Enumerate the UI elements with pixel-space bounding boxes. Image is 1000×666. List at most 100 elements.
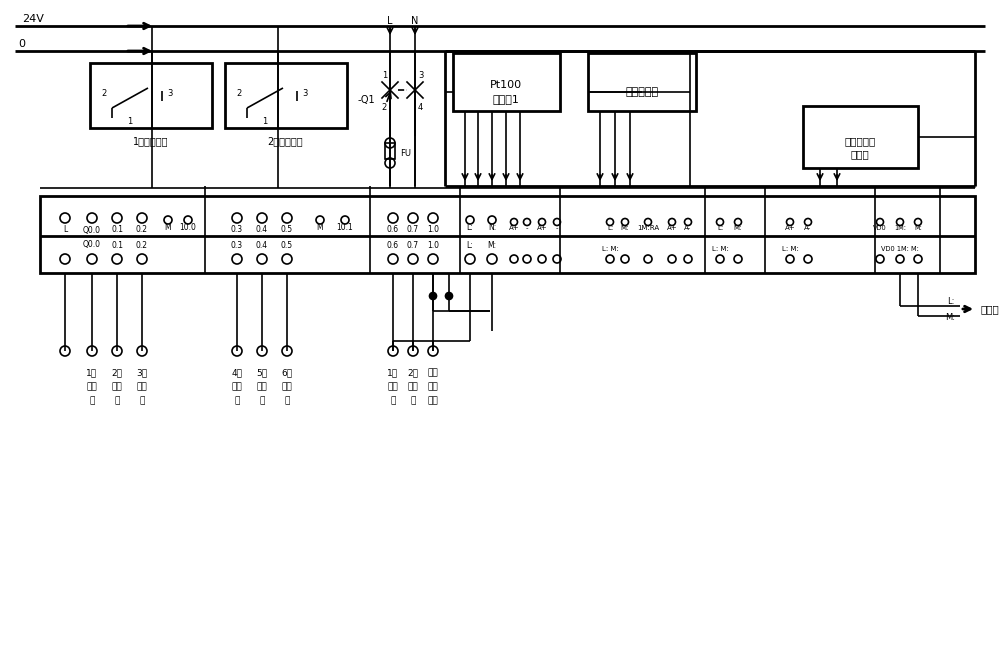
Text: 5号: 5号 <box>256 368 268 378</box>
Text: 2: 2 <box>382 103 387 113</box>
Text: 2号限位开关: 2号限位开关 <box>267 136 303 146</box>
Text: 阀: 阀 <box>114 396 120 406</box>
Text: 阀: 阀 <box>234 396 240 406</box>
Text: Pt100: Pt100 <box>490 80 522 90</box>
Text: 阀: 阀 <box>89 396 95 406</box>
Text: 1号: 1号 <box>387 368 399 378</box>
Text: 1: 1 <box>127 117 133 125</box>
Text: 0.1: 0.1 <box>111 226 123 234</box>
Text: 0.4: 0.4 <box>256 226 268 234</box>
Text: 气动: 气动 <box>282 382 292 392</box>
Text: 2号: 2号 <box>112 368 122 378</box>
Text: 0.6: 0.6 <box>387 240 399 250</box>
Text: FU: FU <box>400 149 411 157</box>
Text: M: M <box>165 224 171 232</box>
Text: 真空: 真空 <box>388 382 398 392</box>
Text: 0.6: 0.6 <box>387 226 399 234</box>
Bar <box>453 53 560 111</box>
Text: 变频器: 变频器 <box>981 304 999 314</box>
Text: 3: 3 <box>418 71 423 81</box>
Text: 传感器: 传感器 <box>851 149 869 159</box>
Text: L: L <box>387 16 393 26</box>
Text: -Q1: -Q1 <box>357 95 375 105</box>
Text: 1号: 1号 <box>86 368 98 378</box>
Text: M:: M: <box>487 240 497 250</box>
Text: 阀: 阀 <box>284 396 290 406</box>
Text: 1M:: 1M: <box>894 225 906 231</box>
Text: 3: 3 <box>302 89 307 99</box>
Text: 波振: 波振 <box>428 382 438 392</box>
Text: 1: 1 <box>382 71 387 81</box>
Text: L: L <box>63 226 67 234</box>
Text: VD0 1M: M:: VD0 1M: M: <box>881 246 919 252</box>
Text: 泵: 泵 <box>410 396 416 406</box>
Text: 泵: 泵 <box>390 396 396 406</box>
Text: L:: L: <box>717 225 723 231</box>
Text: 0.3: 0.3 <box>231 240 243 250</box>
Text: M:: M: <box>621 225 629 231</box>
Text: 10.0: 10.0 <box>180 224 196 232</box>
Text: M: M <box>317 224 323 232</box>
Text: 2号: 2号 <box>408 368 418 378</box>
Bar <box>803 106 918 168</box>
Text: 1M:RA: 1M:RA <box>637 225 659 231</box>
Text: 气动: 气动 <box>232 382 242 392</box>
Text: L:: L: <box>467 240 473 250</box>
Text: Q0.0: Q0.0 <box>83 226 101 234</box>
Text: 0.1: 0.1 <box>111 240 123 250</box>
Text: 24V: 24V <box>22 14 44 24</box>
Bar <box>588 53 696 111</box>
Text: 传感器1: 传感器1 <box>493 94 519 104</box>
Text: 气动: 气动 <box>137 382 147 392</box>
Text: 3: 3 <box>167 89 172 99</box>
Text: 1.0: 1.0 <box>427 226 439 234</box>
Text: 0.7: 0.7 <box>407 240 419 250</box>
Bar <box>385 143 395 159</box>
Circle shape <box>446 292 452 300</box>
Text: A+: A+ <box>537 225 547 231</box>
Text: 0.4: 0.4 <box>256 240 268 250</box>
Text: L:: L: <box>948 298 955 306</box>
Text: 6号: 6号 <box>281 368 293 378</box>
Text: N:: N: <box>488 224 496 232</box>
Text: 0.5: 0.5 <box>281 240 293 250</box>
Text: VD0: VD0 <box>873 225 887 231</box>
Text: 0.7: 0.7 <box>407 226 419 234</box>
Text: 3号: 3号 <box>136 368 148 378</box>
Text: 4号: 4号 <box>232 368 242 378</box>
Text: 10.1: 10.1 <box>337 224 353 232</box>
Text: A-: A- <box>804 225 812 231</box>
Text: L: M:: L: M: <box>712 246 728 252</box>
Text: M:: M: <box>945 314 955 322</box>
Text: 2: 2 <box>237 89 242 99</box>
Text: 气动: 气动 <box>112 382 122 392</box>
Text: 阀: 阀 <box>259 396 265 406</box>
Text: 1: 1 <box>262 117 268 125</box>
Text: -: - <box>556 225 558 231</box>
Text: 电流型压力: 电流型压力 <box>844 136 876 146</box>
Circle shape <box>430 292 436 300</box>
Text: 气动: 气动 <box>257 382 267 392</box>
Text: 超声: 超声 <box>428 368 438 378</box>
Text: L:: L: <box>607 225 613 231</box>
Text: L: M:: L: M: <box>782 246 798 252</box>
Text: A+: A+ <box>509 225 519 231</box>
Text: 1号限位开关: 1号限位开关 <box>133 136 169 146</box>
Text: L: M:: L: M: <box>602 246 618 252</box>
Text: A+: A+ <box>667 225 677 231</box>
Text: M:: M: <box>914 225 922 231</box>
Text: 2: 2 <box>102 89 107 99</box>
Text: 0.2: 0.2 <box>136 226 148 234</box>
Text: 气动: 气动 <box>87 382 97 392</box>
Text: 1.0: 1.0 <box>427 240 439 250</box>
Text: 4: 4 <box>418 103 423 113</box>
Bar <box>90 63 212 128</box>
Bar <box>225 63 347 128</box>
Text: M:: M: <box>734 225 742 231</box>
Text: 阀: 阀 <box>139 396 145 406</box>
Text: Q0.0: Q0.0 <box>83 240 101 250</box>
Text: N: N <box>411 16 419 26</box>
Text: -: - <box>526 225 528 231</box>
Text: L:: L: <box>467 224 473 232</box>
Text: 0.5: 0.5 <box>281 226 293 234</box>
